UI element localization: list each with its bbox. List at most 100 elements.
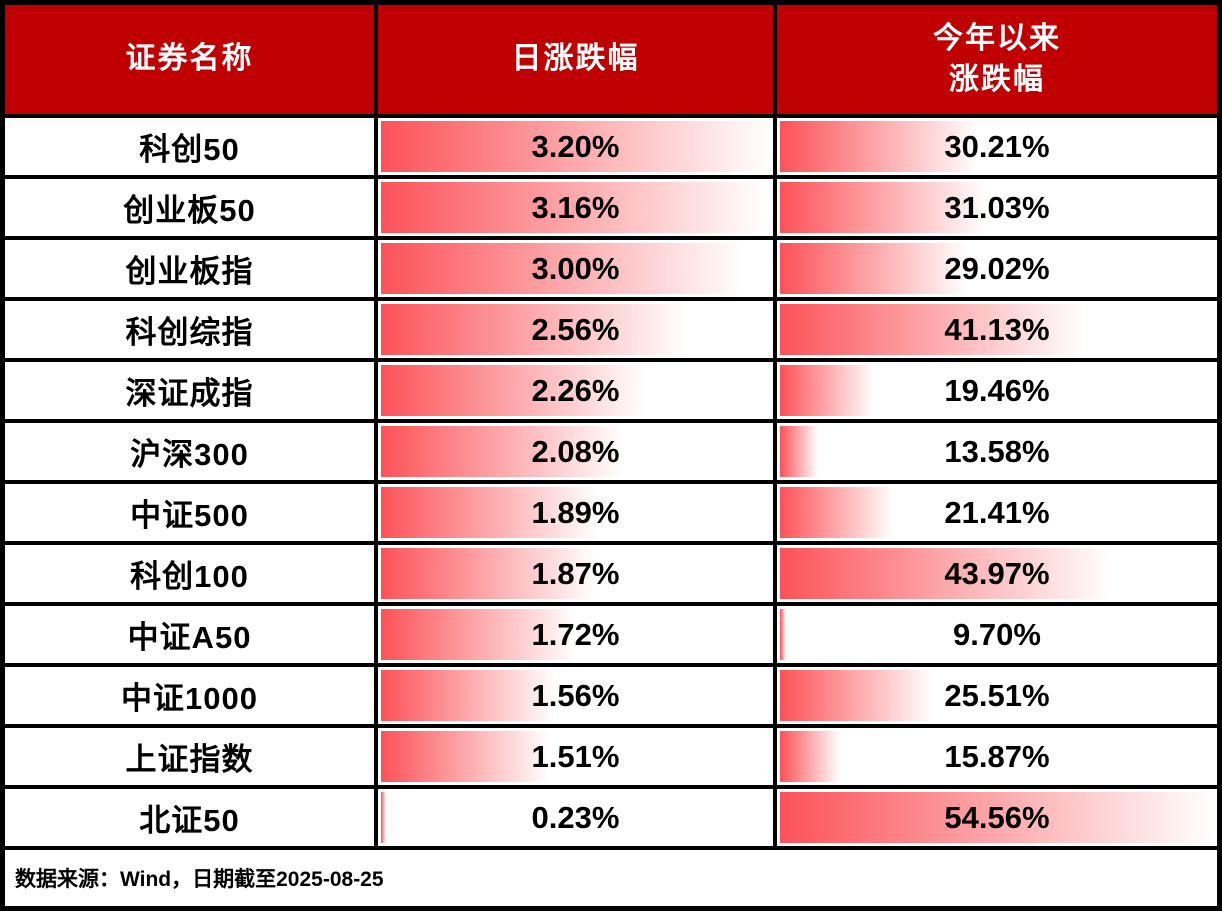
ytd-change-value: 31.03%: [944, 189, 1050, 225]
bar-area: [780, 731, 1214, 782]
header-security-name: 证券名称: [5, 5, 378, 114]
daily-change-value: 2.56%: [531, 311, 620, 347]
gradient-data-bar: [381, 487, 599, 538]
ytd-change-cell: 19.46%: [777, 362, 1217, 419]
bar-area: [780, 548, 1214, 599]
table-footer: 数据来源：Wind，日期截至2025-08-25: [5, 850, 1217, 906]
security-name: 科创50: [139, 132, 240, 167]
daily-change-cell: 1.56%: [378, 667, 777, 724]
header-daily-change: 日涨跌幅: [378, 5, 777, 114]
ytd-change-cell: 30.21%: [777, 118, 1217, 175]
bar-area: [381, 670, 770, 721]
bar-area: [381, 792, 770, 843]
bar-area: [780, 182, 1214, 233]
header-ytd-change: 今年以来 涨跌幅: [777, 5, 1217, 114]
ytd-change-value: 19.46%: [944, 372, 1050, 408]
security-name: 上证指数: [125, 742, 254, 777]
table-row: 中证1000 1.56% 25.51%: [5, 667, 1217, 728]
table-header: 证券名称 日涨跌幅 今年以来 涨跌幅: [5, 5, 1217, 118]
table-row: 中证500 1.89% 21.41%: [5, 484, 1217, 545]
gradient-data-bar: [381, 548, 596, 599]
header-ytd-change-line1: 今年以来: [933, 22, 1061, 55]
security-name-cell: 北证50: [5, 789, 378, 846]
bar-area: [780, 670, 1214, 721]
bar-area: [780, 487, 1214, 538]
daily-change-cell: 3.00%: [378, 240, 777, 297]
security-name: 沪深300: [130, 437, 249, 472]
security-name: 科创100: [130, 559, 249, 594]
security-name: 中证A50: [127, 620, 252, 655]
gradient-data-bar: [780, 487, 894, 538]
gradient-data-bar: [381, 426, 624, 477]
gradient-data-bar: [381, 304, 687, 355]
security-name-cell: 中证A50: [5, 606, 378, 663]
daily-change-cell: 1.89%: [378, 484, 777, 541]
ytd-change-cell: 41.13%: [777, 301, 1217, 358]
daily-change-cell: 0.23%: [378, 789, 777, 846]
table-row: 上证指数 1.51% 15.87%: [5, 728, 1217, 789]
bar-area: [780, 121, 1214, 172]
ytd-change-value: 9.70%: [953, 616, 1041, 652]
bar-area: [381, 487, 770, 538]
header-daily-change-label: 日涨跌幅: [511, 42, 640, 76]
bar-area: [381, 609, 770, 660]
ytd-change-value: 43.97%: [944, 555, 1050, 591]
ytd-change-cell: 21.41%: [777, 484, 1217, 541]
bar-area: [780, 365, 1214, 416]
bar-area: [381, 426, 770, 477]
ytd-change-cell: 43.97%: [777, 545, 1217, 602]
gradient-data-bar: [780, 365, 875, 416]
ytd-change-value: 13.58%: [944, 433, 1050, 469]
gradient-data-bar: [381, 243, 744, 294]
security-name-cell: 中证1000: [5, 667, 378, 724]
security-name: 北证50: [139, 803, 240, 838]
ytd-change-value: 15.87%: [944, 738, 1050, 774]
gradient-data-bar: [780, 548, 1112, 599]
gradient-data-bar: [780, 243, 967, 294]
security-name-cell: 科创100: [5, 545, 378, 602]
daily-change-value: 1.56%: [531, 677, 620, 713]
ytd-change-value: 41.13%: [944, 311, 1050, 347]
gradient-data-bar: [381, 365, 647, 416]
ytd-change-cell: 15.87%: [777, 728, 1217, 785]
gradient-data-bar: [780, 609, 787, 660]
security-name-cell: 深证成指: [5, 362, 378, 419]
security-name-cell: 科创综指: [5, 301, 378, 358]
security-name-cell: 中证500: [5, 484, 378, 541]
bar-area: [381, 121, 770, 172]
daily-change-value: 3.16%: [531, 189, 620, 225]
table-row: 科创综指 2.56% 41.13%: [5, 301, 1217, 362]
ytd-change-cell: 29.02%: [777, 240, 1217, 297]
gradient-data-bar: [780, 121, 979, 172]
ytd-change-value: 21.41%: [944, 494, 1050, 530]
daily-change-cell: 2.56%: [378, 301, 777, 358]
gradient-data-bar: [780, 731, 840, 782]
gradient-data-bar: [381, 792, 387, 843]
bar-area: [381, 731, 770, 782]
bar-area: [780, 304, 1214, 355]
security-name: 创业板50: [123, 193, 256, 228]
security-name: 中证500: [130, 498, 249, 533]
gradient-data-bar: [780, 426, 818, 477]
table-row: 创业板指 3.00% 29.02%: [5, 240, 1217, 301]
table-row: 沪深300 2.08% 13.58%: [5, 423, 1217, 484]
data-source-note: 数据来源：Wind，日期截至2025-08-25: [15, 868, 384, 891]
table-row: 科创100 1.87% 43.97%: [5, 545, 1217, 606]
daily-change-cell: 2.08%: [378, 423, 777, 480]
gradient-data-bar: [381, 609, 577, 660]
bar-area: [780, 243, 1214, 294]
bar-area: [381, 304, 770, 355]
ytd-change-value: 30.21%: [944, 128, 1050, 164]
bar-area: [780, 426, 1214, 477]
security-name: 创业板指: [125, 254, 254, 289]
daily-change-value: 1.72%: [531, 616, 620, 652]
ytd-change-cell: 13.58%: [777, 423, 1217, 480]
header-ytd-change-line2: 涨跌幅: [949, 62, 1045, 96]
security-name-cell: 沪深300: [5, 423, 378, 480]
daily-change-value: 2.26%: [531, 372, 620, 408]
bar-area: [780, 609, 1214, 660]
daily-change-cell: 3.20%: [378, 118, 777, 175]
ytd-change-cell: 9.70%: [777, 606, 1217, 663]
security-name: 中证1000: [121, 681, 258, 716]
